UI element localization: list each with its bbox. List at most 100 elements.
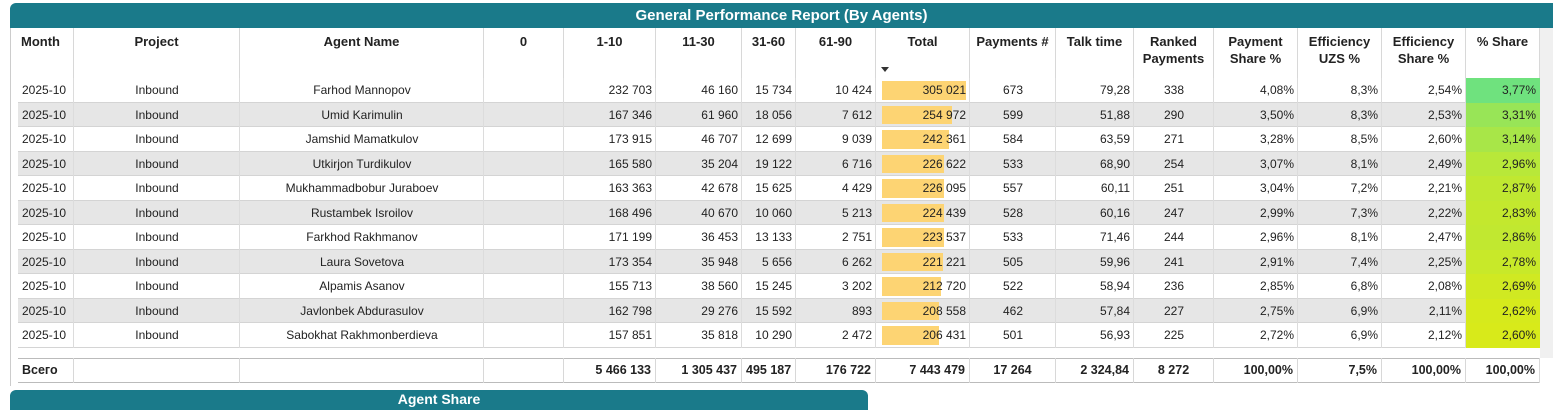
share-fill bbox=[1466, 249, 1540, 274]
table-cell: 2,22% bbox=[1427, 205, 1462, 220]
table-cell: 35 204 bbox=[701, 156, 738, 171]
total-cell bbox=[484, 358, 564, 383]
table-cell: 2 472 bbox=[841, 328, 872, 342]
column-header: Payments # bbox=[970, 28, 1056, 78]
table-cell: 8,3% bbox=[1350, 83, 1378, 97]
table-cell: 2,96% bbox=[1501, 156, 1536, 171]
column-header: Total bbox=[876, 28, 970, 78]
data-bar bbox=[882, 326, 939, 345]
table-cell: 173 915 bbox=[608, 132, 652, 146]
table-cell: 290 bbox=[1163, 107, 1185, 122]
column-header: Agent Name bbox=[240, 28, 484, 78]
table-cell: 167 346 bbox=[608, 107, 652, 122]
table-cell: 2,72% bbox=[1259, 328, 1294, 342]
column-header: Month bbox=[18, 28, 74, 78]
data-bar bbox=[882, 252, 943, 271]
table-cell: 168 496 bbox=[608, 205, 652, 220]
table-cell: 225 bbox=[1163, 328, 1185, 342]
table-cell: 599 bbox=[1002, 107, 1024, 122]
table-cell: 254 bbox=[1163, 156, 1185, 171]
table-cell: 35 818 bbox=[701, 328, 738, 342]
report-title: General Performance Report (By Agents) bbox=[10, 3, 1553, 28]
share-fill bbox=[1466, 127, 1540, 152]
table-cell: 2,62% bbox=[1501, 303, 1536, 318]
table-cell: 2,86% bbox=[1501, 230, 1536, 244]
table-cell: 3,04% bbox=[1259, 181, 1294, 195]
table-cell: 79,28 bbox=[1099, 83, 1130, 97]
table-cell: 2025-10 bbox=[22, 230, 67, 244]
table-frame bbox=[10, 28, 1553, 386]
table-cell: 2,60% bbox=[1501, 328, 1536, 342]
share-fill bbox=[1466, 274, 1540, 299]
table-cell: 10 424 bbox=[835, 83, 872, 97]
total-cell: 100,00% bbox=[1382, 358, 1466, 383]
table-cell: 2,47% bbox=[1427, 230, 1462, 244]
column-divider bbox=[239, 78, 240, 348]
table-cell: 2025-10 bbox=[22, 279, 67, 293]
table-cell: 3,07% bbox=[1259, 156, 1294, 171]
table-cell: Inbound bbox=[135, 254, 179, 269]
table-cell: 533 bbox=[1002, 156, 1024, 171]
column-divider bbox=[875, 78, 876, 348]
table-cell: 2,99% bbox=[1259, 205, 1294, 220]
table-cell: 206 431 bbox=[922, 328, 966, 342]
table-cell: 15 734 bbox=[755, 83, 792, 97]
column-header: Payment Share % bbox=[1214, 28, 1298, 78]
table-cell: 3,50% bbox=[1259, 107, 1294, 122]
data-bar bbox=[882, 154, 945, 173]
table-cell: 3,28% bbox=[1259, 132, 1294, 146]
total-cell: 1 305 437 bbox=[656, 358, 742, 383]
table-cell: 247 bbox=[1163, 205, 1185, 220]
table-cell: Inbound bbox=[135, 279, 179, 293]
table-cell: 2 751 bbox=[841, 230, 872, 244]
table-cell: 157 851 bbox=[608, 328, 652, 342]
table-cell: 224 439 bbox=[922, 205, 966, 220]
table-row bbox=[18, 78, 1540, 103]
table-cell: 173 354 bbox=[608, 254, 652, 269]
column-divider bbox=[1465, 78, 1466, 348]
table-cell: 2,69% bbox=[1501, 279, 1536, 293]
total-cell: 176 722 bbox=[796, 358, 876, 383]
table-cell: 36 453 bbox=[701, 230, 738, 244]
column-header: 61-90 bbox=[796, 28, 876, 78]
table-cell: 2025-10 bbox=[22, 303, 67, 318]
table-cell: 254 972 bbox=[922, 107, 966, 122]
table-cell: Utkirjon Turdikulov bbox=[312, 156, 412, 171]
table-cell: Inbound bbox=[135, 303, 179, 318]
table-cell: 63,59 bbox=[1099, 132, 1130, 146]
table-cell: 2025-10 bbox=[22, 328, 67, 342]
table-cell: 8,1% bbox=[1350, 230, 1378, 244]
table-cell: 163 363 bbox=[608, 181, 652, 195]
table-cell: 584 bbox=[1002, 132, 1024, 146]
total-cell: 100,00% bbox=[1466, 358, 1540, 383]
table-row bbox=[18, 249, 1540, 274]
table-cell: 2025-10 bbox=[22, 254, 67, 269]
column-divider bbox=[1297, 78, 1298, 348]
table-cell: 2,12% bbox=[1427, 328, 1462, 342]
table-cell: 6,8% bbox=[1350, 279, 1378, 293]
table-cell: Farkhod Rakhmanov bbox=[306, 230, 418, 244]
table-cell: 3,77% bbox=[1501, 83, 1536, 97]
total-cell: Всего bbox=[18, 358, 74, 383]
column-divider bbox=[1381, 78, 1382, 348]
table-cell: 2025-10 bbox=[22, 181, 67, 195]
table-cell: 56,93 bbox=[1099, 328, 1130, 342]
table-row bbox=[18, 298, 1540, 323]
table-cell: 7,4% bbox=[1350, 254, 1378, 269]
table-cell: 226 095 bbox=[922, 181, 966, 195]
table-cell: 18 056 bbox=[755, 107, 792, 122]
column-header: 11-30 bbox=[656, 28, 742, 78]
share-fill bbox=[1466, 323, 1540, 348]
table-cell: 46 707 bbox=[701, 132, 738, 146]
table-cell: 5 656 bbox=[761, 254, 792, 269]
total-cell bbox=[240, 358, 484, 383]
table-row bbox=[18, 200, 1540, 225]
table-cell: Farhod Mannopov bbox=[313, 83, 411, 97]
scrollbar[interactable] bbox=[1540, 28, 1553, 358]
table-cell: Umid Karimulin bbox=[321, 107, 403, 122]
column-divider bbox=[1213, 78, 1214, 348]
share-fill bbox=[1466, 151, 1540, 176]
sort-arrow[interactable] bbox=[880, 66, 890, 74]
column-header: Talk time bbox=[1056, 28, 1134, 78]
table-cell: 232 703 bbox=[608, 83, 652, 97]
